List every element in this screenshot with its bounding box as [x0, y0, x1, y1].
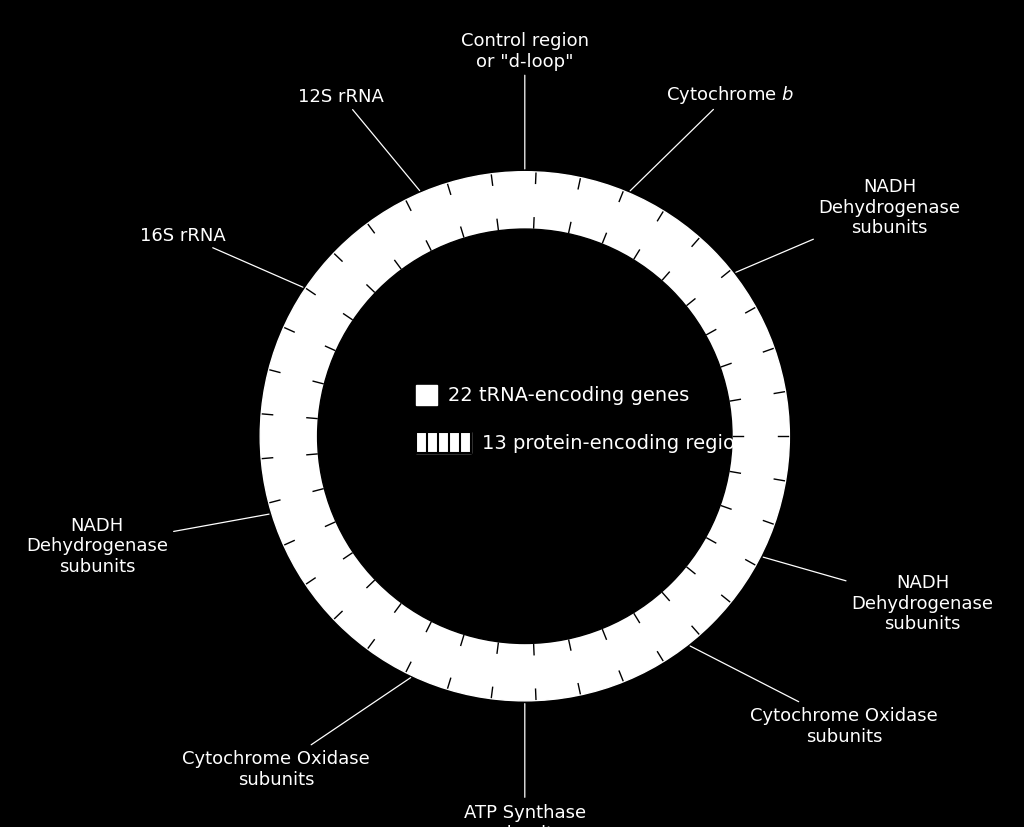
Circle shape [260, 173, 790, 701]
Circle shape [317, 230, 732, 643]
Bar [417, 385, 437, 405]
Text: 22 tRNA-encoding genes: 22 tRNA-encoding genes [449, 386, 689, 405]
Bar [417, 433, 471, 453]
Text: NADH
Dehydrogenase
subunits: NADH Dehydrogenase subunits [736, 178, 961, 273]
Text: 13 protein-encoding regions: 13 protein-encoding regions [482, 433, 758, 452]
Text: 12S rRNA: 12S rRNA [298, 88, 420, 191]
Text: Cytochrome $b$: Cytochrome $b$ [630, 84, 794, 192]
Text: Cytochrome Oxidase
subunits: Cytochrome Oxidase subunits [182, 678, 411, 788]
Text: 16S rRNA: 16S rRNA [140, 227, 303, 288]
Text: NADH
Dehydrogenase
subunits: NADH Dehydrogenase subunits [27, 514, 269, 576]
Text: Cytochrome Oxidase
subunits: Cytochrome Oxidase subunits [690, 646, 938, 744]
Text: NADH
Dehydrogenase
subunits: NADH Dehydrogenase subunits [763, 557, 993, 633]
Bar [417, 433, 471, 453]
Text: Control region
or "d-loop": Control region or "d-loop" [461, 31, 589, 170]
Text: ATP Synthase
subunits: ATP Synthase subunits [464, 704, 586, 827]
